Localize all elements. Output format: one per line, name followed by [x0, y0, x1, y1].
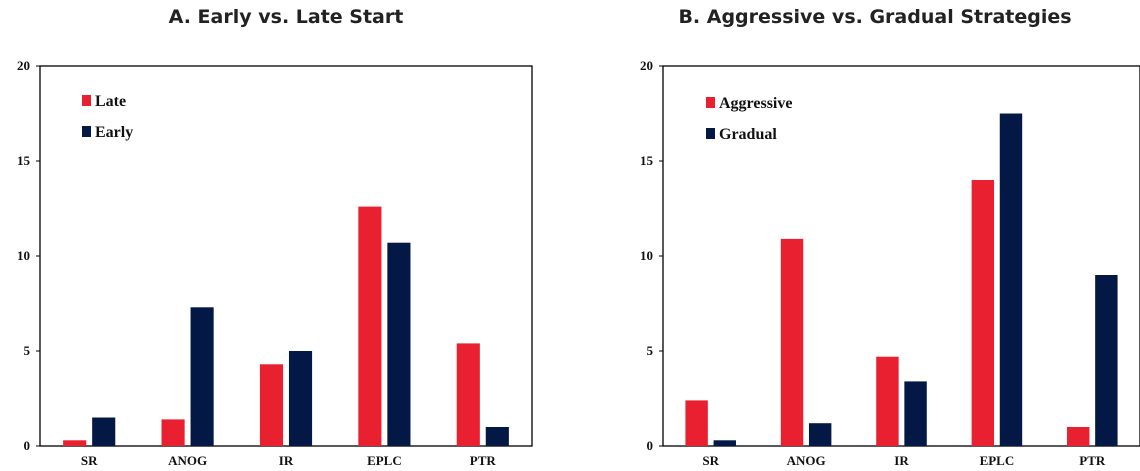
chart-a-title: A. Early vs. Late Start [168, 6, 404, 28]
chart-a-bar-early-anog [190, 307, 214, 446]
chart-b-y-tick-label: 0 [647, 438, 654, 453]
chart-b-bar-aggressive-sr [685, 400, 708, 446]
chart-b-bar-gradual-ptr [1095, 275, 1118, 446]
chart-a-category-label-eplc: EPLC [367, 453, 402, 468]
chart-b-bar-aggressive-ir [876, 356, 899, 446]
chart-a-legend-label-late: Late [95, 93, 126, 110]
chart-a-bar-early-ptr [485, 427, 509, 446]
chart-b-bar-gradual-ir [904, 381, 927, 446]
chart-b-bar-aggressive-ptr [1067, 427, 1090, 446]
chart-a-bar-early-ir [288, 351, 313, 446]
chart-b-legend-swatch-aggressive [706, 97, 715, 108]
chart-a-category-label-ptr: PTR [470, 453, 497, 468]
chart-b-bar-gradual-sr [713, 440, 736, 446]
chart-a-y-tick-label: 20 [17, 58, 30, 73]
chart-a-bar-late-eplc [358, 206, 382, 446]
chart-b-legend-label-aggressive: Aggressive [719, 95, 792, 112]
chart-a-category-label-anog: ANOG [168, 453, 207, 468]
chart-a-legend-swatch-late [82, 95, 91, 106]
chart-a-y-tick-label: 0 [24, 438, 31, 453]
chart-a-legend-label-early: Early [95, 124, 133, 141]
chart-b-bar-gradual-eplc [999, 113, 1023, 446]
chart-b-legend-swatch-gradual [706, 128, 715, 139]
chart-b-title: B. Aggressive vs. Gradual Strategies [678, 6, 1072, 28]
chart-a-legend-swatch-early [82, 126, 91, 137]
chart-a-category-label-ir: IR [279, 453, 294, 468]
chart-b-bar-aggressive-anog [780, 238, 804, 446]
chart-b-y-tick-label: 5 [647, 343, 654, 358]
chart-b-y-tick-label: 15 [640, 153, 654, 168]
chart-b-legend-label-gradual: Gradual [719, 126, 777, 143]
chart-a-bar-early-sr [92, 417, 116, 446]
chart-b-category-label-ptr: PTR [1079, 453, 1106, 468]
chart-a-y-tick-label: 15 [17, 153, 31, 168]
chart-a-bar-late-ir [259, 364, 284, 446]
chart-a-category-label-sr: SR [81, 453, 98, 468]
chart-a-bar-late-sr [63, 440, 87, 446]
chart-b-category-label-anog: ANOG [787, 453, 826, 468]
chart-b-category-label-sr: SR [702, 453, 719, 468]
chart-a-bar-late-anog [161, 419, 185, 446]
chart-b-plot-frame [662, 65, 1140, 447]
chart-b-y-tick-label: 20 [640, 58, 653, 73]
chart-a-bar-late-ptr [456, 343, 480, 446]
chart-a-y-tick-label: 5 [24, 343, 31, 358]
chart-b-y-tick-label: 10 [640, 248, 653, 263]
chart-b-bar-aggressive-eplc [971, 180, 995, 446]
chart-b-category-label-eplc: EPLC [980, 453, 1015, 468]
chart-a-bar-early-eplc [387, 242, 411, 446]
chart-b-category-label-ir: IR [894, 453, 909, 468]
chart-b-bar-gradual-anog [808, 423, 832, 446]
chart-a-y-tick-label: 10 [17, 248, 30, 263]
